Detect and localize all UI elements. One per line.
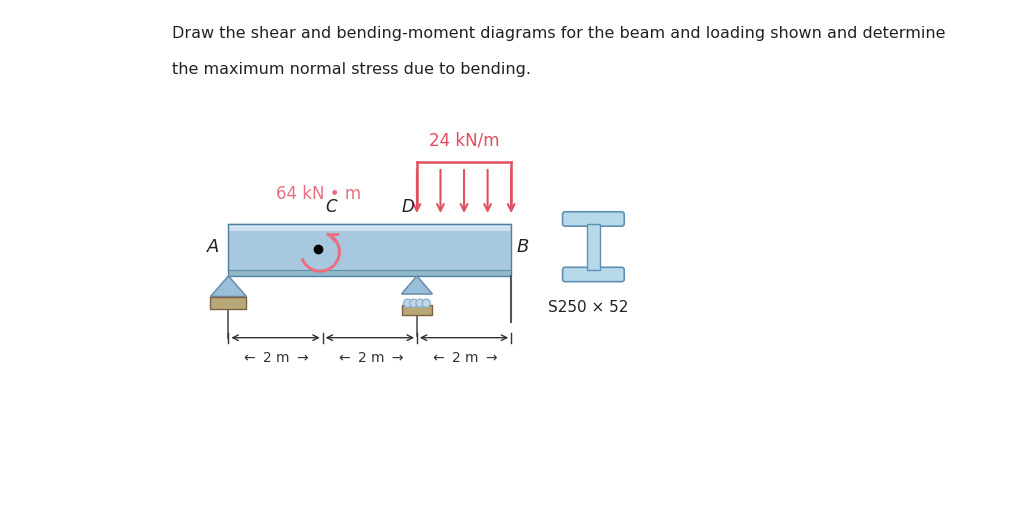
FancyBboxPatch shape: [211, 297, 247, 309]
Polygon shape: [211, 276, 247, 297]
Text: $\leftarrow$ 2 m $\rightarrow$: $\leftarrow$ 2 m $\rightarrow$: [242, 351, 309, 364]
Circle shape: [416, 299, 424, 307]
FancyBboxPatch shape: [228, 224, 511, 231]
Text: B: B: [516, 237, 528, 256]
FancyBboxPatch shape: [228, 266, 511, 272]
FancyBboxPatch shape: [228, 224, 511, 227]
FancyBboxPatch shape: [562, 267, 625, 282]
FancyBboxPatch shape: [587, 224, 600, 270]
FancyBboxPatch shape: [401, 305, 432, 315]
Text: 64 kN • m: 64 kN • m: [276, 185, 361, 203]
Text: 24 kN/m: 24 kN/m: [429, 131, 500, 149]
FancyBboxPatch shape: [228, 270, 511, 276]
Text: $\leftarrow$ 2 m $\rightarrow$: $\leftarrow$ 2 m $\rightarrow$: [336, 351, 403, 364]
Circle shape: [422, 299, 430, 307]
Text: A: A: [207, 237, 219, 256]
Text: D: D: [401, 198, 415, 216]
FancyBboxPatch shape: [228, 224, 511, 270]
Text: $\leftarrow$ 2 m $\rightarrow$: $\leftarrow$ 2 m $\rightarrow$: [430, 351, 498, 364]
Circle shape: [410, 299, 418, 307]
FancyBboxPatch shape: [562, 212, 625, 226]
Text: the maximum normal stress due to bending.: the maximum normal stress due to bending…: [172, 62, 530, 77]
Circle shape: [403, 299, 412, 307]
Text: C: C: [326, 198, 337, 216]
Text: S250 × 52: S250 × 52: [548, 300, 629, 315]
Text: Draw the shear and bending-moment diagrams for the beam and loading shown and de: Draw the shear and bending-moment diagra…: [172, 26, 945, 41]
Polygon shape: [401, 276, 432, 294]
